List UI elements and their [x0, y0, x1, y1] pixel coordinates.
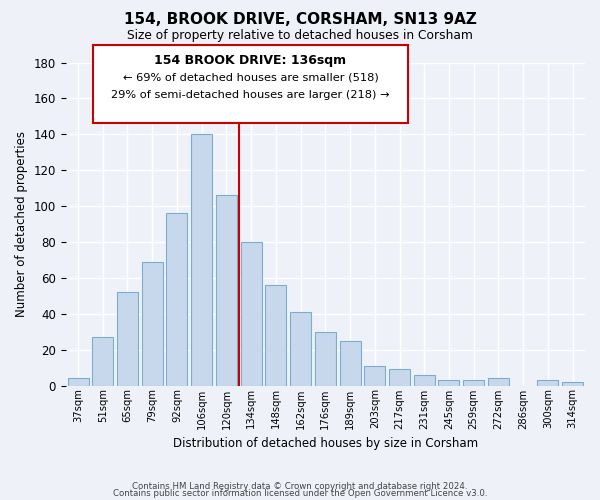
Text: Contains HM Land Registry data © Crown copyright and database right 2024.: Contains HM Land Registry data © Crown c… — [132, 482, 468, 491]
Bar — [241, 242, 262, 386]
Bar — [463, 380, 484, 386]
Bar — [315, 332, 336, 386]
Text: Size of property relative to detached houses in Corsham: Size of property relative to detached ho… — [127, 29, 473, 42]
Text: Contains public sector information licensed under the Open Government Licence v3: Contains public sector information licen… — [113, 490, 487, 498]
Bar — [340, 340, 361, 386]
Bar — [488, 378, 509, 386]
Bar — [414, 374, 435, 386]
Bar — [290, 312, 311, 386]
Text: ← 69% of detached houses are smaller (518): ← 69% of detached houses are smaller (51… — [122, 72, 379, 83]
Bar — [364, 366, 385, 386]
Bar — [191, 134, 212, 386]
Bar — [265, 285, 286, 386]
X-axis label: Distribution of detached houses by size in Corsham: Distribution of detached houses by size … — [173, 437, 478, 450]
Y-axis label: Number of detached properties: Number of detached properties — [15, 131, 28, 317]
Bar — [142, 262, 163, 386]
Bar — [216, 196, 237, 386]
Bar — [562, 382, 583, 386]
Bar — [68, 378, 89, 386]
Bar — [117, 292, 138, 386]
Bar — [389, 370, 410, 386]
Text: 154, BROOK DRIVE, CORSHAM, SN13 9AZ: 154, BROOK DRIVE, CORSHAM, SN13 9AZ — [124, 12, 476, 28]
Text: 29% of semi-detached houses are larger (218) →: 29% of semi-detached houses are larger (… — [111, 90, 390, 100]
Bar — [439, 380, 460, 386]
Bar — [166, 213, 187, 386]
Bar — [538, 380, 559, 386]
Bar — [92, 337, 113, 386]
Text: 154 BROOK DRIVE: 136sqm: 154 BROOK DRIVE: 136sqm — [154, 54, 347, 67]
